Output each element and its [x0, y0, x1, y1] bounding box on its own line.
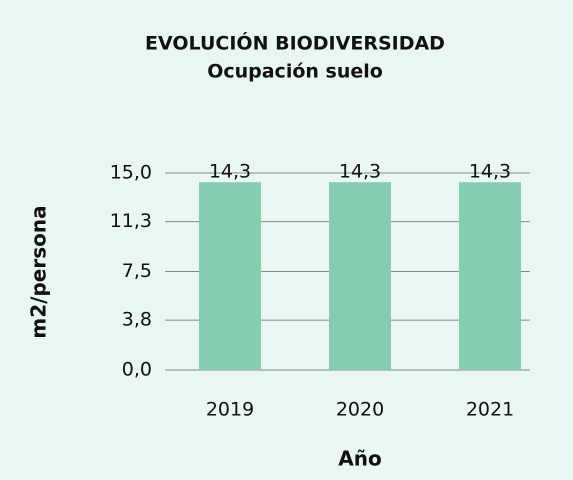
- x-tick-label: 2019: [206, 399, 254, 421]
- y-tick-label: 3,8: [122, 309, 152, 331]
- y-tick-label: 11,3: [110, 210, 152, 232]
- data-label: 14,3: [339, 161, 381, 183]
- bar: [199, 182, 261, 370]
- chart-subtitle: Ocupación suelo: [207, 61, 383, 83]
- data-label: 14,3: [209, 161, 251, 183]
- x-tick-label: 2020: [336, 399, 384, 421]
- chart-title: EVOLUCIÓN BIODIVERSIDAD: [145, 31, 445, 55]
- bar: [329, 182, 391, 370]
- y-tick-label: 0,0: [122, 359, 152, 381]
- bar: [459, 182, 521, 370]
- y-tick-label: 15,0: [110, 162, 152, 184]
- data-label: 14,3: [469, 161, 511, 183]
- y-tick-label: 7,5: [122, 260, 152, 282]
- x-tick-label: 2021: [466, 399, 514, 421]
- x-axis-label: Año: [338, 447, 381, 471]
- y-axis-label: m2/persona: [27, 205, 51, 338]
